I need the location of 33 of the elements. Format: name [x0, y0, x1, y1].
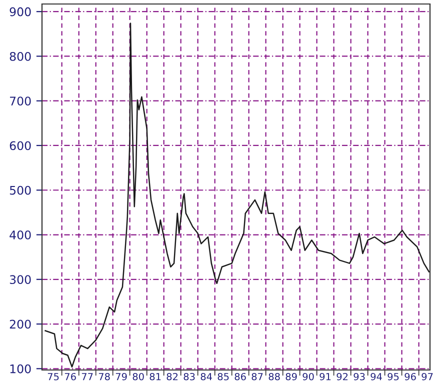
y-tick-label: 900	[10, 7, 31, 16]
x-tick-label: 84	[200, 372, 212, 380]
y-tick-label: 500	[10, 186, 31, 195]
x-tick-label: 96	[404, 372, 416, 380]
x-tick-label: 89	[286, 372, 297, 380]
x-tick-label: 86	[234, 372, 246, 380]
y-tick-label: 300	[10, 275, 31, 284]
y-tick-label: 600	[10, 141, 31, 150]
x-tick-label: 77	[82, 373, 93, 380]
x-tick-label: 80	[132, 372, 144, 380]
x-tick-label: 81	[150, 372, 161, 380]
x-tick-label: 85	[218, 372, 229, 380]
x-tick-label: 88	[268, 372, 280, 380]
x-tick-label: 90	[302, 372, 314, 380]
y-tick-label: 700	[10, 96, 31, 106]
x-tick-label: 87	[252, 372, 263, 380]
x-tick-label: 76	[64, 372, 76, 380]
x-tick-label: 95	[388, 372, 399, 380]
x-tick-label: 75	[48, 373, 59, 380]
y-tick-label: 400	[10, 230, 31, 240]
y-tick-label: 100	[10, 364, 31, 374]
x-tick-label: 78	[98, 372, 110, 380]
x-tick-label: 83	[184, 372, 195, 380]
y-tick-label: 800	[10, 52, 31, 61]
x-tick-label: 82	[166, 372, 178, 380]
x-tick-label: 93	[354, 372, 365, 380]
x-tick-label: 91	[320, 372, 331, 380]
x-tick-label: 94	[370, 372, 382, 380]
line-series	[44, 22, 430, 368]
x-tick-label: 97	[422, 372, 433, 380]
y-tick-label: 200	[10, 320, 31, 329]
x-tick-label: 92	[336, 372, 348, 380]
x-tick-label: 79	[116, 372, 127, 380]
